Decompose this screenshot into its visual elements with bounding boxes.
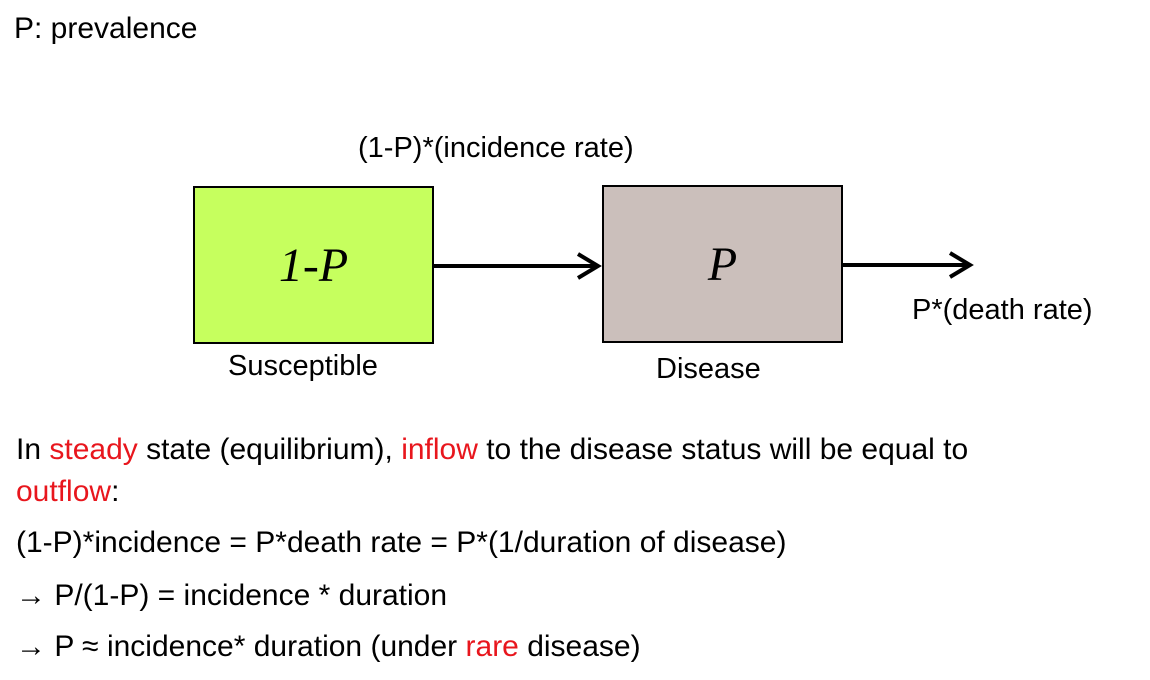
outflow-label: P*(death rate) bbox=[912, 294, 1093, 326]
disease-label: Disease bbox=[656, 353, 761, 385]
equilibrium-statement-line1: In steady state (equilibrium), inflow to… bbox=[16, 430, 968, 470]
equation-line: (1-P)*incidence = P*death rate = P*(1/du… bbox=[16, 526, 787, 559]
disease-box-text: P bbox=[707, 237, 738, 291]
susceptible-box-text: 1-P bbox=[278, 238, 349, 292]
page-title: P: prevalence bbox=[14, 12, 198, 45]
highlight-steady: steady bbox=[49, 433, 138, 466]
disease-box: P bbox=[602, 185, 843, 343]
text-fragment: disease) bbox=[518, 630, 641, 663]
highlight-inflow: inflow bbox=[401, 433, 478, 466]
derivation-line: → P/(1-P) = incidence * duration bbox=[16, 579, 448, 612]
outflow-arrow bbox=[843, 251, 974, 279]
text-fragment: state (equilibrium), bbox=[137, 433, 402, 466]
inflow-arrow bbox=[434, 252, 602, 280]
text-fragment: → P ≈ incidence* duration (under bbox=[16, 630, 466, 663]
text-fragment: to the disease status will be equal to bbox=[477, 433, 969, 466]
equilibrium-statement-line2: outflow: bbox=[16, 472, 119, 512]
inflow-label: (1-P)*(incidence rate) bbox=[358, 132, 634, 164]
susceptible-label: Susceptible bbox=[228, 350, 378, 382]
text-fragment: : bbox=[111, 475, 120, 508]
text-fragment: In bbox=[16, 433, 50, 466]
susceptible-box: 1-P bbox=[193, 186, 434, 344]
approximation-line: → P ≈ incidence* duration (under rare di… bbox=[16, 627, 641, 667]
highlight-outflow: outflow bbox=[16, 475, 112, 508]
highlight-rare: rare bbox=[465, 630, 519, 663]
